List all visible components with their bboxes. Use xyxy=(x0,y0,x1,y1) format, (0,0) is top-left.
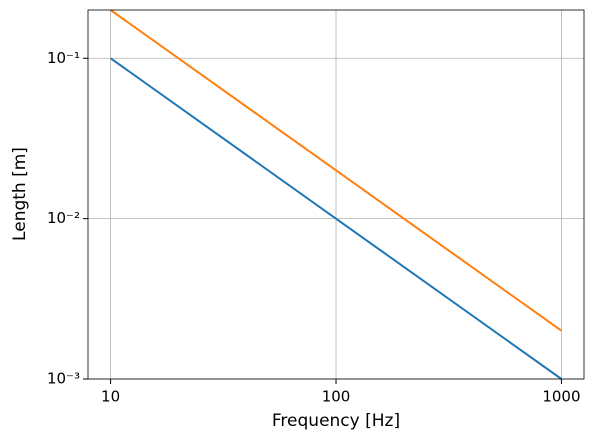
series-line xyxy=(110,57,563,380)
x-axis-label: Frequency [Hz] xyxy=(272,411,400,431)
y-tick-label: 10⁻³ xyxy=(47,370,80,388)
y-axis-label: Length [m] xyxy=(10,147,30,241)
x-tick-label: 10 xyxy=(101,388,120,406)
y-tick-label: 10⁻¹ xyxy=(47,49,80,67)
plot-frame xyxy=(87,9,585,380)
y-tick-label: 10⁻² xyxy=(47,209,80,227)
x-tick-label: 100 xyxy=(322,388,351,406)
x-tick-label: 1000 xyxy=(542,388,580,406)
series-line xyxy=(110,9,563,332)
